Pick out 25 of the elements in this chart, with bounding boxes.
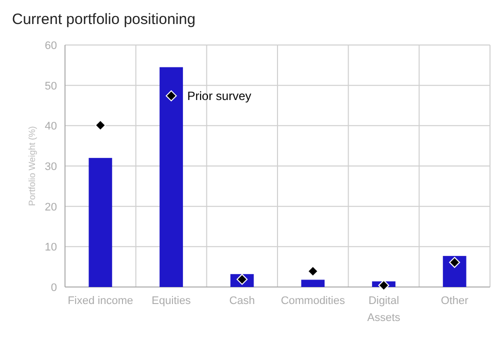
y-tick-label: 20 (44, 201, 57, 214)
chart-title: Current portfolio positioning (12, 11, 196, 28)
point (307, 266, 318, 277)
point (94, 120, 106, 131)
point (449, 256, 460, 268)
x-tick-label: Cash (229, 295, 255, 307)
y-tick-label: 10 (44, 242, 57, 254)
point (166, 90, 177, 102)
y-tick-label: 40 (44, 120, 57, 133)
series-label: Prior survey (187, 88, 252, 103)
x-tick-label: Other (440, 295, 469, 307)
y-tick-label: 50 (44, 80, 57, 92)
y-tick-label: 60 (44, 40, 57, 52)
x-tick-label: Commodities (280, 295, 346, 307)
x-tick-label: Equities (152, 295, 192, 307)
y-tick-label: 0 (50, 282, 57, 294)
bar (160, 67, 183, 287)
x-tick-label: Fixed income (68, 295, 134, 307)
bar (442, 256, 466, 287)
bar (301, 280, 325, 287)
x-tick-label: Digital Assets (367, 295, 401, 324)
y-tick-label: 30 (44, 161, 57, 173)
bar (88, 158, 112, 287)
point (378, 280, 390, 291)
y-axis-title: Portfolio Weight (%) (27, 126, 37, 206)
